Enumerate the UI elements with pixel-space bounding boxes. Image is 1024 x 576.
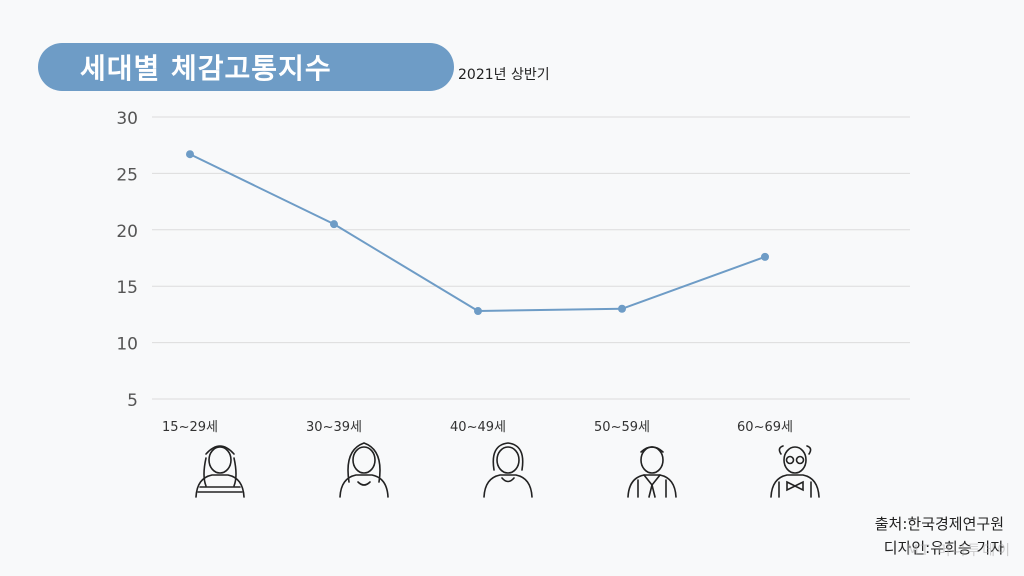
data-point-5 (761, 252, 769, 261)
grid-lines (152, 116, 910, 400)
y-tick-label: 30 (116, 109, 138, 129)
y-tick-label: 10 (116, 335, 138, 355)
x-tick-label: 50~59세 (594, 420, 650, 435)
publisher-watermark: MT 머니투데이 (906, 543, 1012, 559)
chart-subtitle: 2021년 상반기 (458, 67, 550, 83)
x-axis-labels: 15~29세 30~39세 40~49세 50~59세 60~69세 (162, 420, 793, 435)
middle-aged-man-icon (627, 446, 677, 498)
chart-title: 세대별 체감고통지수 (38, 43, 454, 91)
x-tick-label: 60~69세 (737, 420, 793, 435)
x-tick-label: 30~39세 (306, 420, 362, 435)
series-line (189, 153, 766, 313)
x-tick-label: 15~29세 (162, 420, 218, 435)
young-person-icon (195, 445, 245, 498)
y-tick-label: 5 (127, 391, 138, 411)
x-tick-label: 40~49세 (450, 420, 506, 435)
data-point-4 (618, 304, 626, 313)
source-text: 출처:한국경제연구원 (874, 515, 1004, 533)
middle-aged-woman-icon (483, 442, 533, 498)
data-point-2 (330, 220, 338, 229)
data-point-1 (186, 150, 194, 159)
y-axis-ticks: 5 10 15 20 25 30 (116, 109, 138, 411)
data-point-3 (474, 307, 482, 316)
woman-icon (339, 442, 389, 498)
age-icons (195, 442, 820, 498)
y-tick-label: 15 (116, 278, 138, 298)
source-credit: 출처:한국경제연구원 디자인:유희승 기자 (875, 512, 1004, 560)
designer-text: 디자인:유희승 기자 (883, 539, 1004, 557)
elderly-man-icon (770, 445, 820, 498)
y-tick-label: 20 (116, 222, 138, 242)
series-line-group (186, 150, 769, 316)
y-tick-label: 25 (116, 165, 138, 185)
